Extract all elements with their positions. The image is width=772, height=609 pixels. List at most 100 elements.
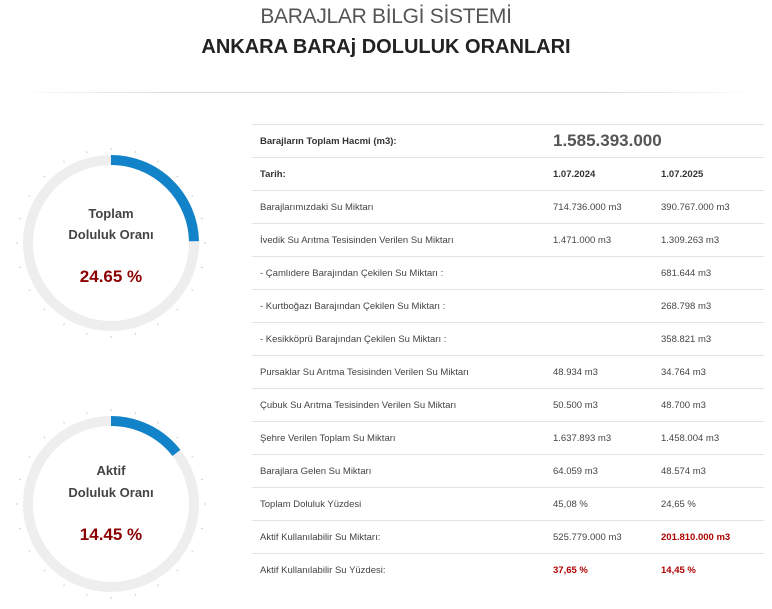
gauge-tick <box>85 593 88 596</box>
gauge-label-line1: Aktif <box>96 463 126 478</box>
gauge-tick <box>63 160 65 163</box>
row-label: İvedik Su Arıtma Tesisinden Verilen Su M… <box>252 223 545 257</box>
gauge-tick <box>191 550 194 552</box>
gauge-tick <box>85 151 88 154</box>
table-row: Barajlarımızdaki Su Miktarı 714.736.000 m… <box>252 190 764 224</box>
row-value-2024: 50.500 m3 <box>545 388 653 422</box>
gauge-tick <box>191 289 194 291</box>
total-fill-gauge: Toplam Doluluk Oranı 24.65 % <box>16 148 206 338</box>
gauge-tick <box>19 266 22 269</box>
date-label: Tarih: <box>252 157 545 191</box>
gauge-tick <box>157 421 159 424</box>
gauge-tick <box>85 412 88 415</box>
row-value-2025: 48.700 m3 <box>653 388 764 422</box>
row-value-2024 <box>545 289 653 323</box>
gauge-label-line1: Toplam <box>88 206 134 221</box>
gauge-tick <box>134 593 137 596</box>
row-label: Pursaklar Su Arıtma Tesisinden Verilen S… <box>252 355 545 389</box>
gauge-label-line2: Doluluk Oranı <box>68 485 154 500</box>
row-label: - Çamlıdere Barajından Çekilen Su Miktar… <box>252 256 545 290</box>
total-volume-label: Barajların Toplam Hacmi (m3): <box>252 124 545 158</box>
row-value-2024: 37,65 % <box>545 553 653 586</box>
table-row: Aktif Kullanılabilir Su Yüzdesi: 37,65 % 1… <box>252 553 764 586</box>
table-rows: Barajlarımızdaki Su Miktarı 714.736.000 m… <box>252 190 764 586</box>
row-value-2024: 64.059 m3 <box>545 454 653 488</box>
gauge-tick <box>43 569 46 572</box>
page-subtitle: BARAJLAR BİLGİ SİSTEMİ <box>260 5 512 28</box>
gauge-value: 24.65 % <box>79 267 143 286</box>
table-row: Toplam Doluluk Yüzdesi 45,08 % 24,65 % <box>252 487 764 521</box>
row-value-2025: 34.764 m3 <box>653 355 764 389</box>
gauge-tick <box>63 421 65 424</box>
dam-data-table: Barajların Toplam Hacmi (m3): 1.585.393.… <box>252 124 764 586</box>
gauge-tick <box>43 308 46 311</box>
active-fill-gauge: Aktif Doluluk Oranı 14.45 % <box>16 409 206 599</box>
row-value-2025: 48.574 m3 <box>653 454 764 488</box>
table-row: Pursaklar Su Arıtma Tesisinden Verilen S… <box>252 355 764 389</box>
gauge-fill-arc <box>110 416 181 457</box>
gauge-tick <box>176 308 179 311</box>
row-value-2024 <box>545 256 653 290</box>
gauge-tick <box>134 151 137 154</box>
total-volume-value: 1.585.393.000 <box>545 124 764 158</box>
gauge-tick <box>28 550 31 552</box>
table-row: - Çamlıdere Barajından Çekilen Su Miktar… <box>252 256 764 290</box>
active-fill-gauge-ring <box>16 409 206 599</box>
gauge-fill-arc <box>110 155 199 242</box>
table-row: Aktif Kullanılabilir Su Miktarı: 525.779.… <box>252 520 764 554</box>
gauge-tick <box>176 436 179 439</box>
gauge-tick <box>28 456 31 458</box>
date-column-1: 1.07.2024 <box>545 157 653 191</box>
row-value-2024: 714.736.000 m3 <box>545 190 653 224</box>
table-row: Barajlara Gelen Su Miktarı 64.059 m3 48.57… <box>252 454 764 488</box>
gauge-tick <box>200 217 203 220</box>
gauge-tick <box>85 332 88 335</box>
gauge-tick <box>200 478 203 481</box>
row-value-2025: 390.767.000 m3 <box>653 190 764 224</box>
gauge-tick <box>19 478 22 481</box>
gauge-tick <box>157 584 159 587</box>
row-value-2025: 681.644 m3 <box>653 256 764 290</box>
table-row: - Kurtboğazı Barajından Çekilen Su Mikta… <box>252 289 764 323</box>
gauge-tick <box>134 332 137 335</box>
row-label: Toplam Doluluk Yüzdesi <box>252 487 545 521</box>
table-row: - Kesikköprü Barajından Çekilen Su Mikta… <box>252 322 764 356</box>
row-label: Şehre Verilen Toplam Su Miktarı <box>252 421 545 455</box>
row-label: Aktif Kullanılabilir Su Miktarı: <box>252 520 545 554</box>
row-value-2025: 358.821 m3 <box>653 322 764 356</box>
row-value-2024: 1.637.893 m3 <box>545 421 653 455</box>
row-value-2025: 1.309.263 m3 <box>653 223 764 257</box>
gauge-tick <box>63 584 65 587</box>
gauge-tick <box>157 160 159 163</box>
row-label: - Kesikköprü Barajından Çekilen Su Mikta… <box>252 322 545 356</box>
gauge-tick <box>28 195 31 197</box>
row-value-2024: 1.471.000 m3 <box>545 223 653 257</box>
gauge-label-line2: Doluluk Oranı <box>68 227 154 242</box>
total-volume-row: Barajların Toplam Hacmi (m3): 1.585.393.… <box>252 124 764 158</box>
row-value-2025: 268.798 m3 <box>653 289 764 323</box>
total-fill-gauge-ring <box>16 148 206 338</box>
row-value-2025: 201.810.000 m3 <box>653 520 764 554</box>
gauge-value: 14.45 % <box>79 525 143 544</box>
row-value-2024 <box>545 322 653 356</box>
date-row: Tarih: 1.07.2024 1.07.2025 <box>252 157 764 191</box>
gauge-tick <box>43 436 46 439</box>
date-column-2: 1.07.2025 <box>653 157 764 191</box>
row-value-2025: 1.458.004 m3 <box>653 421 764 455</box>
gauge-tick <box>191 456 194 458</box>
row-label: Aktif Kullanılabilir Su Yüzdesi: <box>252 553 545 586</box>
gauge-tick <box>19 527 22 530</box>
gauge-tick <box>200 527 203 530</box>
row-label: Barajlara Gelen Su Miktarı <box>252 454 545 488</box>
gauge-tick <box>63 323 65 326</box>
row-value-2024: 45,08 % <box>545 487 653 521</box>
gauge-tick <box>176 569 179 572</box>
row-label: Barajlarımızdaki Su Miktarı <box>252 190 545 224</box>
gauge-tick <box>191 195 194 197</box>
gauge-tick <box>19 217 22 220</box>
gauge-tick <box>176 175 179 178</box>
row-value-2024: 525.779.000 m3 <box>545 520 653 554</box>
gauge-tick <box>134 412 137 415</box>
row-value-2024: 48.934 m3 <box>545 355 653 389</box>
row-label: - Kurtboğazı Barajından Çekilen Su Mikta… <box>252 289 545 323</box>
